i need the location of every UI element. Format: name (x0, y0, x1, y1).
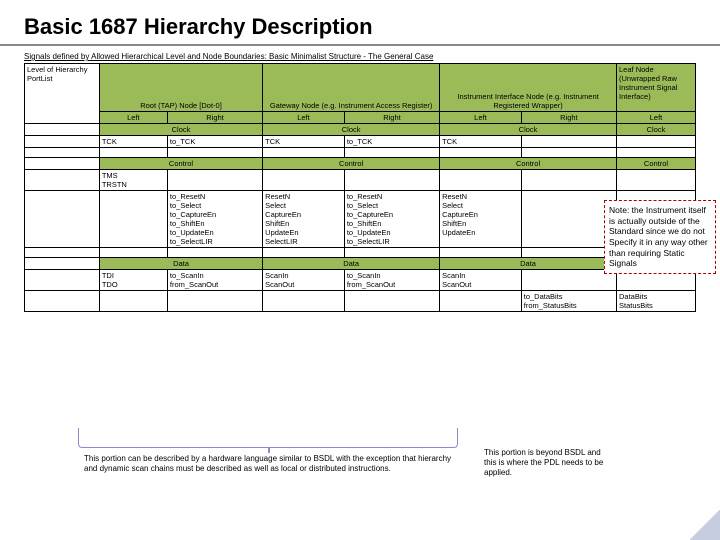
left-brace (78, 428, 458, 448)
clock-hdr: Clock (440, 124, 617, 136)
cell-gw-right: Right (344, 112, 439, 124)
subtitle: Signals defined by Allowed Hierarchical … (0, 46, 720, 63)
cell-gw-left: Left (263, 112, 345, 124)
data-data-row-1: TDI TDO to_ScanIn from_ScanOut ScanIn Sc… (25, 270, 696, 291)
table-row: Left Right Left Right Left Right Left (25, 112, 696, 124)
page-corner-fold-icon (690, 510, 720, 540)
hierarchy-table: Level of Hierarchy PortList Root (TAP) N… (24, 63, 696, 312)
cell: DataBits StatusBits (617, 291, 696, 312)
cell-if-left: Left (440, 112, 522, 124)
clock-hdr: Clock (263, 124, 440, 136)
data-hdr: Data (263, 258, 440, 270)
spacer-row (25, 148, 696, 158)
clock-header-row: Clock Clock Clock Clock (25, 124, 696, 136)
cell: ResetN Select CaptureEn ShiftEn UpdateEn (440, 191, 522, 248)
spacer-row (25, 248, 696, 258)
cell (617, 136, 696, 148)
cell-root-left: Left (99, 112, 167, 124)
data-hdr: Data (99, 258, 262, 270)
cell-root-right: Right (167, 112, 262, 124)
cell: to_ScanIn from_ScanOut (344, 270, 439, 291)
control-header-row: Control Control Control Control (25, 158, 696, 170)
cell: ResetN Select CaptureEn ShiftEn UpdateEn… (263, 191, 345, 248)
cell: to_ResetN to_Select to_CaptureEn to_Shif… (167, 191, 262, 248)
control-hdr: Control (440, 158, 617, 170)
control-data-row-1: TMS TRSTN (25, 170, 696, 191)
cell-if-right: Right (521, 112, 616, 124)
page-title: Basic 1687 Hierarchy Description (0, 0, 720, 46)
cell-leaf-lr: Left (617, 112, 696, 124)
data-data-row-2: to_DataBits from_StatusBits DataBits Sta… (25, 291, 696, 312)
cell: to_TCK (167, 136, 262, 148)
cell: ScanIn ScanOut (263, 270, 345, 291)
data-hdr: Data (440, 258, 617, 270)
cell: to_DataBits from_StatusBits (521, 291, 616, 312)
clock-hdr: Clock (99, 124, 262, 136)
bottom-note-right: This portion is beyond BSDL and this is … (484, 448, 604, 478)
cell: TMS TRSTN (99, 170, 167, 191)
data-header-row: Data Data Data Data (25, 258, 696, 270)
clock-data-row: TCK to_TCK TCK to_TCK TCK (25, 136, 696, 148)
table-row: Level of Hierarchy PortList Root (TAP) N… (25, 64, 696, 112)
col-header-root: Root (TAP) Node [Dot-0] (99, 64, 262, 112)
control-hdr: Control (99, 158, 262, 170)
cell: to_TCK (344, 136, 439, 148)
cell: to_ResetN to_Select to_CaptureEn to_Shif… (344, 191, 439, 248)
hierarchy-table-wrap: Level of Hierarchy PortList Root (TAP) N… (24, 63, 696, 312)
cell: TCK (440, 136, 522, 148)
cell: TCK (263, 136, 345, 148)
control-data-row-2: to_ResetN to_Select to_CaptureEn to_Shif… (25, 191, 696, 248)
col-header-level: Level of Hierarchy PortList (25, 64, 100, 124)
cell: ScanIn ScanOut (440, 270, 522, 291)
col-header-leaf: Leaf Node (Unwrapped Raw Instrument Sign… (617, 64, 696, 112)
cell: TDI TDO (99, 270, 167, 291)
clock-hdr: Clock (617, 124, 696, 136)
cell: TCK (99, 136, 167, 148)
cell: to_ScanIn from_ScanOut (167, 270, 262, 291)
control-hdr: Control (617, 158, 696, 170)
col-header-gateway: Gateway Node (e.g. Instrument Access Reg… (263, 64, 440, 112)
control-hdr: Control (263, 158, 440, 170)
col-header-interface: Instrument Interface Node (e.g. Instrume… (440, 64, 617, 112)
bottom-note-left: This portion can be described by a hardw… (84, 454, 454, 474)
callout-note: Note: the Instrument itself is actually … (604, 200, 716, 274)
